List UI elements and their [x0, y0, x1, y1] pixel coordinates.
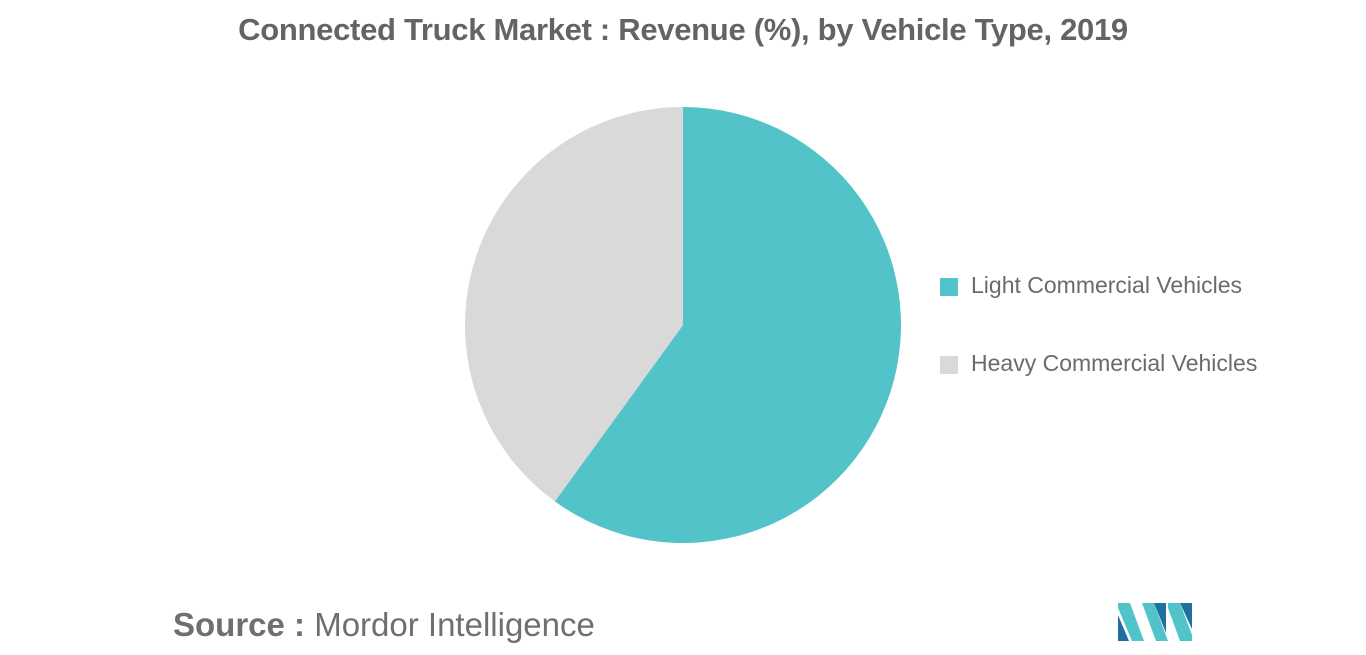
- mordor-intelligence-logo-icon: [1118, 603, 1192, 641]
- legend-label: Light Commercial Vehicles: [971, 272, 1243, 298]
- source-label: Source :: [173, 606, 306, 643]
- legend-label: Heavy Commercial Vehicles: [971, 350, 1258, 376]
- legend-swatch-heavy-commercial: [940, 356, 958, 374]
- legend-swatch-light-commercial: [940, 278, 958, 296]
- pie-slice-heavy-commercial-vehicles: [465, 107, 683, 502]
- pie-slice-light-commercial-vehicles: [554, 107, 902, 544]
- source-text: Mordor Intelligence: [314, 606, 595, 643]
- chart-title: Connected Truck Market : Revenue (%), by…: [238, 12, 1128, 47]
- pie-slices: [465, 107, 902, 544]
- source-note: Source : Mordor Intelligence: [173, 606, 595, 644]
